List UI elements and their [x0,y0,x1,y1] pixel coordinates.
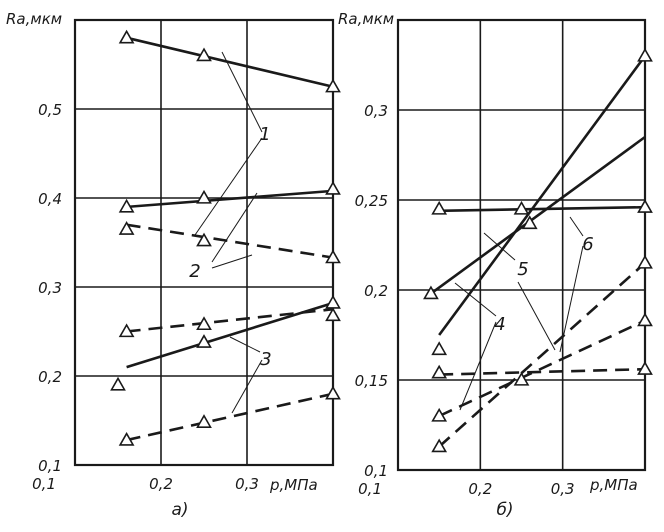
data-point-marker [325,385,341,400]
data-point-marker [637,312,653,327]
data-point-marker [637,47,653,62]
data-point-marker [431,364,448,379]
leader-line [459,321,497,411]
series-2-solid-line [126,189,334,209]
panel-caption: б) [496,500,513,520]
series-1-solid-line [126,36,334,89]
data-point-marker [118,431,135,446]
y-tick-label: 0,1 [38,457,62,475]
series-4-dashed-line [438,262,646,448]
y-axis-label: Ra,мкм [338,10,394,28]
plot-frame [73,18,335,467]
leader-line [221,51,263,133]
data-point-marker [431,341,448,356]
leader-line [211,192,258,263]
data-point-marker [521,215,538,230]
data-point-marker [325,307,341,322]
data-point-marker [431,200,448,215]
chart-panel-2: 0,1 0,15 0,2 0,25 0,3 0,1 0,2 0,3 Ra,мкм p,МПа б) 4… [338,10,653,520]
curve-label: 5 [517,259,528,280]
data-point-marker [325,294,341,309]
series-6-solid-line [439,205,646,213]
data-point-marker [118,198,135,213]
data-point-marker [325,249,341,264]
data-point-marker [110,376,126,391]
data-point-marker [196,189,212,204]
leader-line [211,254,253,269]
data-point-marker [118,323,135,338]
curve-label: 2 [189,261,200,282]
curve-label: 4 [494,314,505,335]
series-3-solid-line [126,301,334,369]
leader-line [517,281,556,351]
series-2-dashed-line [126,307,334,333]
y-tick-label: 0,3 [38,279,62,297]
leader-line [454,282,497,317]
y-tick-label: 0,25 [355,192,388,210]
x-tick-label: 0,2 [149,475,173,493]
y-tick-label: 0,1 [364,462,388,480]
x-tick-label: 0,2 [468,480,492,498]
leader-line [229,336,261,353]
y-tick-label: 0,2 [364,282,388,300]
leader-line [569,216,584,237]
series-6-dashed-line [439,367,646,376]
y-tick-label: 0,2 [38,368,62,386]
x-tick-label: 0,3 [235,475,259,493]
curve-label: 1 [259,124,270,145]
series-4-solid-line [438,55,647,336]
x-tick-label: 0,1 [32,475,56,493]
y-axis-label: Ra,мкм [6,10,62,28]
data-point-marker [196,47,212,62]
data-point-marker [513,371,530,386]
data-point-marker [196,334,212,348]
data-point-marker [196,316,212,331]
curve-label: 6 [582,234,593,255]
data-point-marker [118,221,135,235]
x-axis-label: p,МПа [269,476,318,494]
panel-caption: а) [171,500,188,520]
leader-line [231,359,263,414]
data-point-marker [423,285,439,300]
y-tick-label: 0,15 [355,372,388,390]
plot-frame [396,18,647,472]
data-point-marker [637,254,653,269]
series-5-dashed-line [438,319,646,418]
data-point-marker [513,200,530,215]
y-tick-label: 0,4 [38,190,62,208]
leader-line [559,245,584,353]
data-point-marker [637,199,653,213]
leader-line [483,232,516,261]
curve-label: 3 [260,349,271,370]
data-point-marker [325,78,341,93]
series-3-dashed-line [126,392,334,442]
chart-panel-1: 0,1 0,2 0,3 0,4 0,5 0,1 0,2 0,3 Ra,мкм p,МПа а) 1 2 3 [6,10,341,520]
leader-line [194,137,263,236]
data-point-marker [637,361,653,375]
data-point-marker [325,180,341,195]
y-tick-label: 0,3 [364,102,388,120]
data-point-marker [196,414,212,428]
x-tick-label: 0,3 [551,480,575,498]
series-5-solid-line [430,135,646,295]
x-tick-label: 0,1 [358,480,382,498]
series-1-dashed-line [126,223,334,259]
data-point-marker [431,438,448,453]
data-point-marker [118,29,135,44]
data-point-marker [196,232,212,247]
data-point-marker [431,407,448,422]
x-axis-label: p,МПа [589,476,638,494]
y-tick-label: 0,5 [38,101,62,119]
